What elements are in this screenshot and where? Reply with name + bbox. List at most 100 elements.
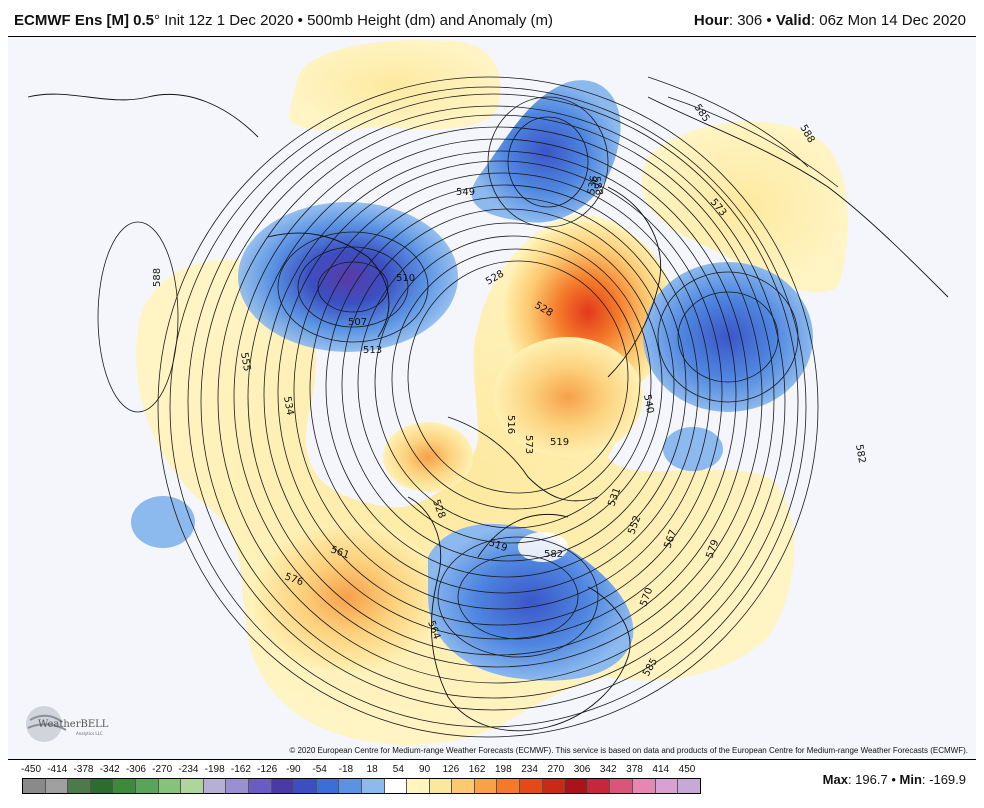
colorbar-swatch [429, 779, 453, 793]
max-min-readout: Max: 196.7 • Min: -169.9 [823, 772, 966, 787]
max-value: : 196.7 [847, 772, 888, 787]
legend-tick-label: -54 [312, 764, 327, 775]
map-panel: 585 588 588 573 582 549 510 507 513 588 … [8, 36, 976, 760]
weatherbell-logo: WeatherBELL Analytics LLC [26, 706, 109, 742]
legend-tick-label: -378 [73, 764, 94, 775]
legend-tick-label: 54 [392, 764, 404, 775]
colorbar-swatch [474, 779, 498, 793]
legend-tick-label: 378 [626, 764, 643, 775]
height-contours [97, 76, 839, 738]
legend-tick-label: 306 [573, 764, 591, 775]
bullet: • [297, 12, 303, 29]
colorbar-swatch [678, 779, 700, 793]
legend-tick-label: -306 [125, 764, 146, 775]
colorbar-swatch [452, 779, 475, 793]
colorbar-swatch [203, 779, 227, 793]
colorbar-swatch [361, 779, 385, 793]
anomaly-colorbar [22, 778, 701, 794]
colorbar-swatch [520, 779, 543, 793]
degree-symbol: ° [154, 12, 161, 29]
colorbar-swatch [45, 779, 69, 793]
min-label: Min [899, 772, 922, 787]
colorbar-swatch [497, 779, 521, 793]
colorbar-swatch [565, 779, 588, 793]
legend-tick-label: 234 [521, 764, 538, 775]
contour-label: 507 [348, 317, 367, 328]
colorbar-swatch [226, 779, 249, 793]
colorbar-swatch [633, 779, 656, 793]
valid-value: : 06z Mon 14 Dec 2020 [810, 12, 966, 29]
legend-tick-labels: -450 -414 -378 -342 -306 -270 -234 -198 -162 -126… [19, 764, 699, 778]
legend-tick-label: -270 [152, 764, 173, 775]
colorbar-swatch [587, 779, 611, 793]
contour-label: 549 [456, 187, 475, 198]
copyright-notice: © 2020 European Centre for Medium-range … [289, 746, 968, 755]
colorbar-swatch [271, 779, 295, 793]
legend-tick-label: 450 [678, 764, 696, 775]
colorbar-swatch [610, 779, 634, 793]
contour-label: 534 [281, 396, 295, 417]
legend-tick-label: 270 [547, 764, 565, 775]
max-label: Max [822, 772, 848, 787]
colorbar-swatch [248, 779, 272, 793]
logo-subtext: Analytics LLC [76, 731, 103, 736]
colorbar-swatch [158, 779, 182, 793]
contour-label: 582 [853, 444, 867, 465]
contour-label: 540 [641, 394, 655, 415]
colorbar-swatch [181, 779, 204, 793]
valid-time-info: Hour: 306 • Valid: 06z Mon 14 Dec 2020 [694, 12, 966, 29]
contour-label: 510 [396, 273, 415, 284]
colorbar-swatch [407, 779, 430, 793]
coastlines [27, 93, 949, 732]
colorbar-swatch [542, 779, 566, 793]
hour-label: Hour [693, 12, 729, 29]
init-time: Init 12z 1 Dec 2020 [164, 12, 294, 29]
legend-tick-label: -18 [338, 764, 354, 775]
colorbar-swatch [113, 779, 136, 793]
legend-tick-label: 342 [599, 764, 617, 775]
legend-tick-label: -450 [20, 764, 42, 775]
legend-tick-label: -414 [47, 764, 68, 775]
legend-tick-label: -126 [257, 764, 278, 775]
map-title: ECMWF Ens [M] 0.5° Init 12z 1 Dec 2020 •… [14, 12, 553, 29]
legend-tick-label: 18 [366, 764, 378, 775]
bullet: • [891, 772, 896, 787]
contour-label: 555 [238, 352, 252, 373]
product-name: 500mb Height (dm) and Anomaly (m) [307, 12, 553, 29]
contour-label: 519 [550, 437, 569, 448]
valid-label: Valid [775, 12, 811, 29]
colorbar-swatch [655, 779, 679, 793]
colorbar-swatch [68, 779, 91, 793]
hour-value: : 306 [728, 12, 763, 29]
legend-tick-label: -198 [204, 764, 225, 775]
model-name: ECMWF Ens [M] 0.5 [14, 12, 155, 29]
legend-tick-label: 90 [419, 764, 431, 775]
legend-tick-label: 414 [652, 764, 670, 775]
legend-tick-label: 162 [468, 764, 486, 775]
contour-label: 582 [544, 549, 563, 560]
colorbar-swatch [294, 779, 317, 793]
colorbar-swatch [339, 779, 362, 793]
legend-tick-label: -90 [286, 764, 301, 775]
colorbar-swatch [135, 779, 159, 793]
contour-label: 536 [586, 175, 600, 196]
min-value: : -169.9 [921, 772, 966, 787]
contour-label: 513 [363, 345, 382, 356]
bullet: • [766, 12, 772, 29]
contour-label: 588 [152, 268, 163, 287]
contour-label: 516 [505, 415, 516, 434]
contour-label: 573 [523, 435, 534, 454]
legend-tick-label: -342 [99, 764, 120, 775]
colorbar-swatch [23, 779, 46, 793]
legend-tick-label: 198 [494, 764, 512, 775]
anomaly-shading [131, 40, 848, 746]
colorbar-swatch [316, 779, 340, 793]
logo-text: WeatherBELL [38, 719, 109, 730]
legend-tick-label: -162 [230, 764, 251, 775]
polar-stereographic-map: 585 588 588 573 582 549 510 507 513 588 … [8, 37, 976, 759]
contour-label: 588 [590, 176, 604, 197]
legend-tick-label: -234 [178, 764, 199, 775]
colorbar-swatch [90, 779, 114, 793]
colorbar-swatch [384, 779, 408, 793]
header: ECMWF Ens [M] 0.5° Init 12z 1 Dec 2020 •… [0, 0, 984, 36]
